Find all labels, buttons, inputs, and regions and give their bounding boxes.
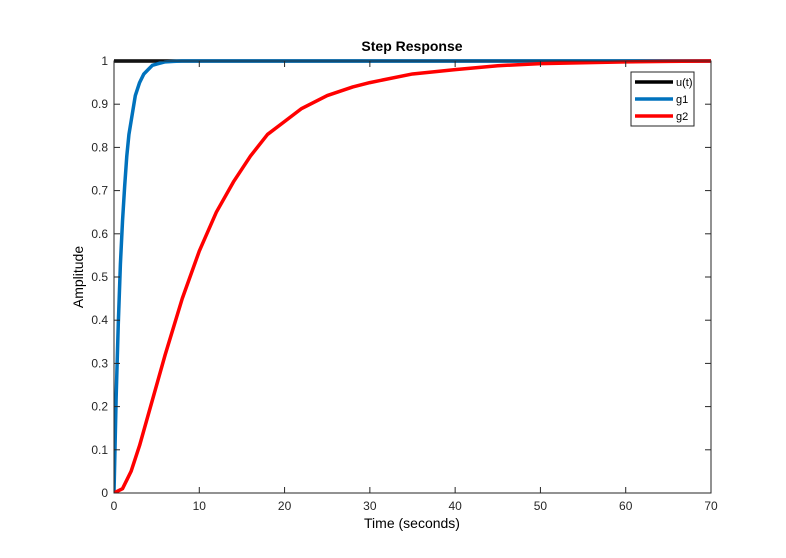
x-tick-label: 20 xyxy=(278,499,292,513)
x-tick-label: 60 xyxy=(619,499,633,513)
legend-label-g2: g2 xyxy=(676,111,688,123)
x-tick-label: 40 xyxy=(448,499,462,513)
chart-title: Step Response xyxy=(361,38,462,54)
legend[interactable]: u(t) g1 g2 xyxy=(630,71,695,127)
x-tick-label: 70 xyxy=(704,499,718,513)
y-tick-label: 0.9 xyxy=(91,97,108,111)
y-tick-label: 1 xyxy=(101,54,108,68)
series-line-g2 xyxy=(114,59,711,493)
y-tick-label: 0.3 xyxy=(91,356,108,370)
plot-area: 0 10 20 30 40 50 60 70 0 0.1 0.2 0.3 0.4 0.5 0.6 0.7 0.8… xyxy=(91,54,718,513)
y-tick-label: 0.7 xyxy=(91,184,108,198)
legend-label-g1: g1 xyxy=(676,94,688,106)
y-tick-label: 0.8 xyxy=(91,140,108,154)
y-tick-label: 0.1 xyxy=(91,443,108,457)
axes-background xyxy=(114,61,711,493)
y-tick-label: 0.4 xyxy=(91,313,108,327)
y-tick-label: 0.5 xyxy=(91,270,108,284)
y-axis-ticks: 0 0.1 0.2 0.3 0.4 0.5 0.6 0.7 0.8 0.9 1 xyxy=(91,54,711,500)
x-tick-label: 10 xyxy=(193,499,207,513)
y-tick-label: 0.6 xyxy=(91,227,108,241)
x-axis-label: Time (seconds) xyxy=(364,515,460,531)
y-tick-label: 0 xyxy=(101,486,108,500)
x-tick-label: 50 xyxy=(534,499,548,513)
x-axis-ticks: 0 10 20 30 40 50 60 70 xyxy=(111,61,718,513)
x-tick-label: 0 xyxy=(111,499,118,513)
x-tick-label: 30 xyxy=(363,499,377,513)
y-axis-label: Amplitude xyxy=(70,246,86,308)
legend-label-ut: u(t) xyxy=(676,77,693,89)
y-tick-label: 0.2 xyxy=(91,400,108,414)
